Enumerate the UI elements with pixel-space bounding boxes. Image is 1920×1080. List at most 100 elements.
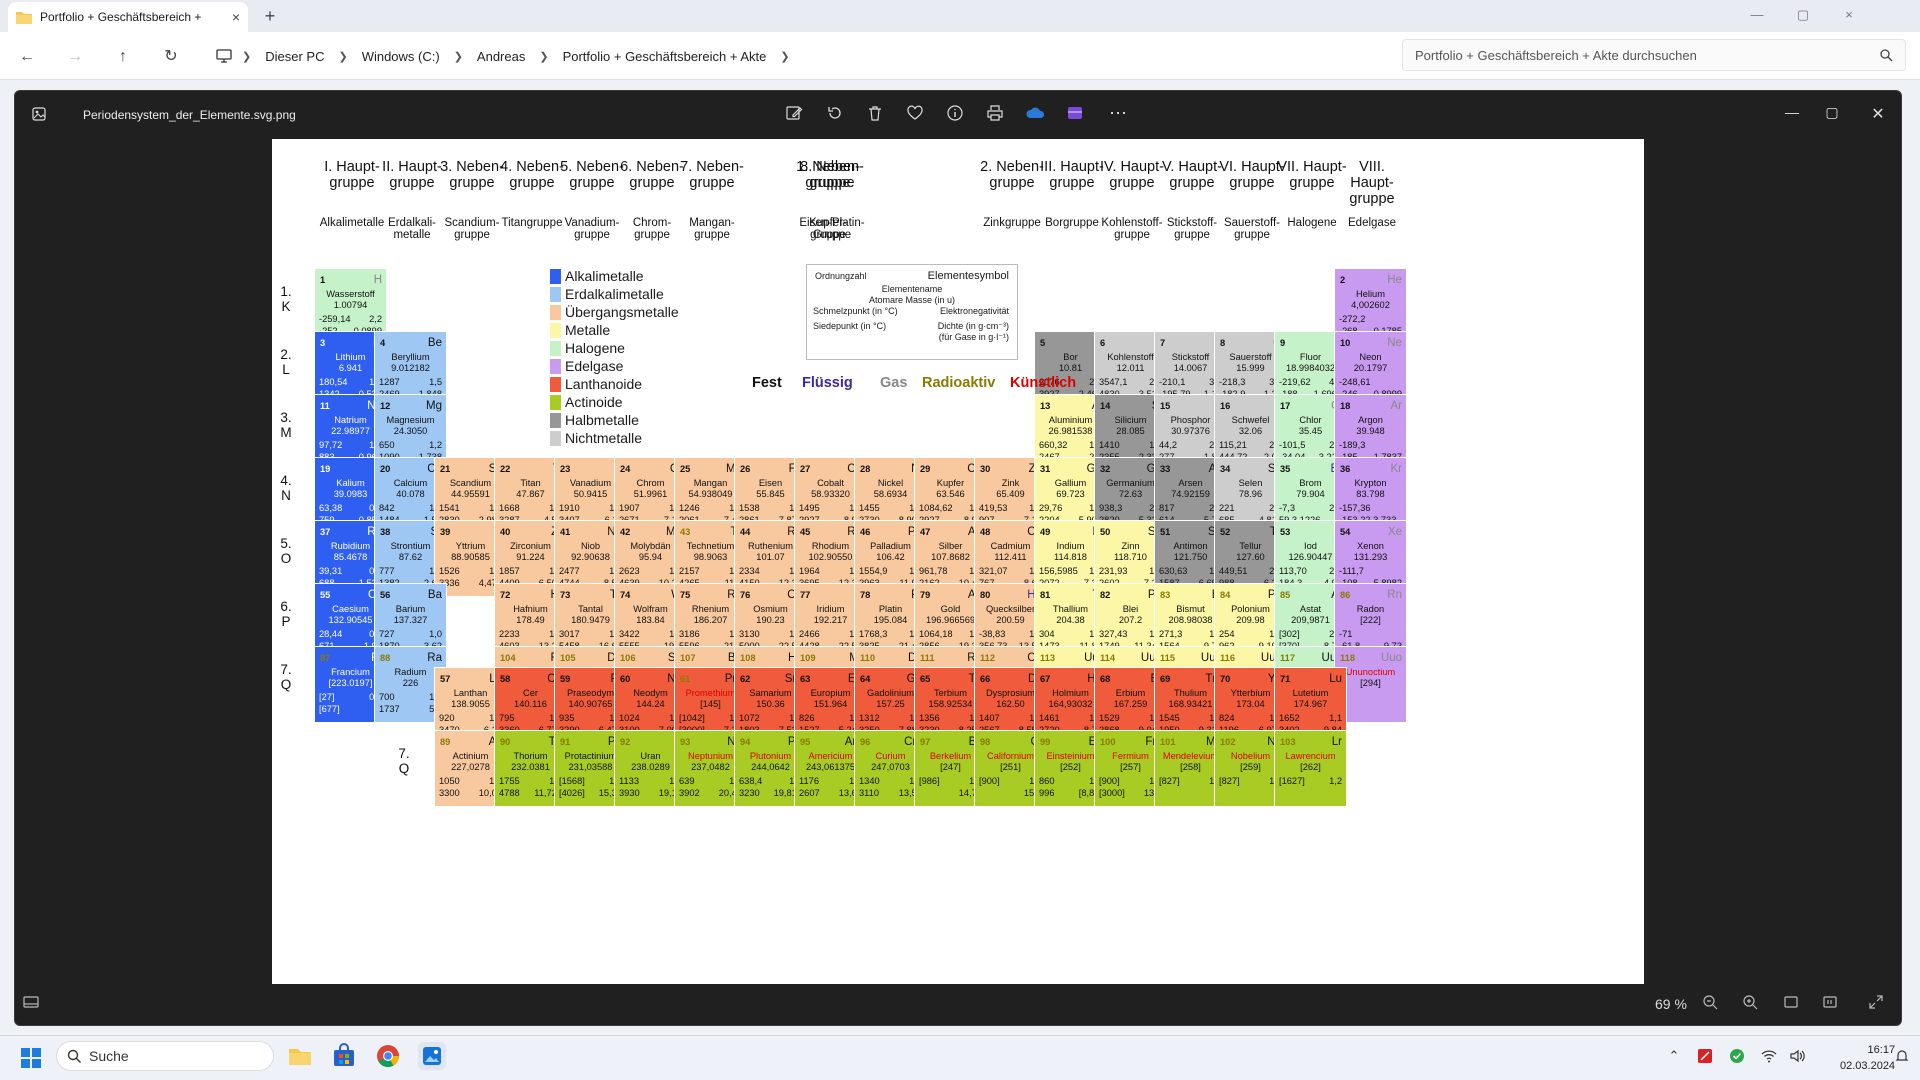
element-top-row: 112Cn xyxy=(980,652,1042,664)
fit-to-window-button[interactable] xyxy=(1783,994,1809,1016)
atomic-number: 78 xyxy=(860,590,871,600)
crumb-this-pc[interactable]: Dieser PC xyxy=(265,48,325,64)
element-name: Curium xyxy=(875,751,906,761)
viewer-maximize-button[interactable]: ▢ xyxy=(1820,104,1844,126)
atomic-number: 29 xyxy=(920,464,931,474)
up-button[interactable]: ↑ xyxy=(110,44,136,70)
melting-point: [827] xyxy=(1159,776,1180,786)
element-name: Blei xyxy=(1122,604,1139,614)
fullscreen-button[interactable] xyxy=(1868,994,1894,1016)
crumb-portfolio[interactable]: Portfolio + Geschäftsbereich + Akte xyxy=(562,48,767,64)
melt-row: 23341,4 xyxy=(739,566,802,577)
atomic-number: 43 xyxy=(680,527,691,537)
taskbar-search[interactable]: Suche xyxy=(56,1041,274,1071)
zoom-in-button[interactable] xyxy=(1742,994,1768,1016)
element-cell-lr[interactable]: 103 Lr Lawrencium [262] [1627] 1,2 xyxy=(1274,730,1347,807)
atomic-mass: 131.293 xyxy=(1353,552,1388,562)
refresh-button[interactable]: ↻ xyxy=(158,44,184,70)
element-symbol: Ba xyxy=(427,589,442,601)
volume-button[interactable] xyxy=(1789,1048,1807,1066)
tray-overflow-button[interactable]: ⌃ xyxy=(1665,1048,1683,1066)
notification-button[interactable] xyxy=(1894,1048,1912,1066)
info-button[interactable] xyxy=(946,104,970,126)
melting-point: [1042] xyxy=(679,713,705,723)
new-tab-button[interactable]: + xyxy=(264,6,276,26)
element-top-row: 15P xyxy=(1160,400,1222,412)
element-top-row: 29Cu xyxy=(920,463,982,475)
melt-row: [900]1,2 xyxy=(1099,776,1162,787)
search-box[interactable]: Portfolio + Geschäftsbereich + Akte durc… xyxy=(1402,39,1906,71)
tray-app-red[interactable] xyxy=(1697,1048,1715,1066)
melting-point: [900] xyxy=(979,776,1000,786)
element-top-row: 117 Uus xyxy=(1280,652,1342,664)
element-name: Molybdän xyxy=(630,541,671,551)
trash-icon xyxy=(866,104,890,122)
element-top-row: 12 Mg xyxy=(380,400,442,412)
tray-app-green[interactable] xyxy=(1729,1048,1747,1066)
melt-row: 1768,31,4 xyxy=(859,629,922,640)
melting-point: 419,53 xyxy=(979,503,1008,513)
edit-image-button[interactable] xyxy=(785,104,809,126)
atomic-number: 32 xyxy=(1100,464,1111,474)
melting-point: 3422 xyxy=(619,629,640,639)
atomic-number: 19 xyxy=(320,464,331,474)
melt-row: 327,431,6 xyxy=(1099,629,1162,640)
favorite-button[interactable] xyxy=(906,104,930,126)
taskbar-explorer[interactable] xyxy=(286,1042,314,1070)
taskbar-store[interactable] xyxy=(330,1042,358,1070)
taskbar-chrome[interactable] xyxy=(374,1042,402,1070)
taskbar-clock[interactable]: 16:17 02.03.2024 xyxy=(1840,1042,1895,1074)
atomic-number: 112 xyxy=(980,653,995,663)
more-options-button[interactable]: ⋯ xyxy=(1106,104,1130,126)
window-close-button[interactable]: × xyxy=(1845,7,1853,22)
delete-button[interactable] xyxy=(866,104,890,126)
viewer-minimize-button[interactable]: — xyxy=(1780,104,1804,126)
designer-button[interactable] xyxy=(1066,104,1090,126)
melting-point: -218,3 xyxy=(1219,377,1246,387)
atomic-number: 23 xyxy=(560,464,571,474)
element-top-row: 95 Am xyxy=(800,736,862,748)
taskbar-photos[interactable] xyxy=(418,1042,446,1070)
crumb-andreas[interactable]: Andreas xyxy=(476,48,526,64)
atomic-mass: 150.36 xyxy=(756,699,785,709)
melting-point: 2233 xyxy=(499,629,520,639)
back-button[interactable]: ← xyxy=(14,44,40,70)
atomic-number: 96 xyxy=(860,737,871,747)
element-top-row: 26Fe xyxy=(740,463,802,475)
wifi-button[interactable] xyxy=(1761,1048,1779,1066)
element-name: Zirconium xyxy=(510,541,551,551)
element-top-row: 106Sg xyxy=(620,652,682,664)
element-top-row: 110Ds xyxy=(860,652,922,664)
onedrive-button[interactable] xyxy=(1026,104,1050,126)
designer-icon xyxy=(1066,104,1090,122)
atomic-mass: 168.93421 xyxy=(1168,699,1213,709)
search-input[interactable]: Portfolio + Geschäftsbereich + Akte durc… xyxy=(1415,47,1697,63)
crumb-drive-c[interactable]: Windows (C:) xyxy=(361,48,440,64)
electronegativity xyxy=(1352,629,1402,640)
atomic-mass: 127.60 xyxy=(1236,552,1265,562)
element-symbol: Ra xyxy=(427,652,442,664)
viewer-close-button[interactable]: ✕ xyxy=(1866,104,1890,126)
group-subtitle: Mangan- gruppe xyxy=(689,217,735,241)
explorer-tab[interactable]: Portfolio + Geschäftsbereich + × xyxy=(8,2,248,32)
clock-time: 16:17 xyxy=(1867,1044,1896,1056)
element-name: Radon xyxy=(1356,604,1385,614)
rotate-button[interactable] xyxy=(826,104,850,126)
melting-point: 920 xyxy=(439,713,455,723)
element-name: Lawrencium xyxy=(1285,751,1336,761)
window-minimize-button[interactable]: — xyxy=(1750,7,1764,22)
element-name: Strontium xyxy=(390,541,431,551)
print-button[interactable] xyxy=(986,104,1010,126)
element-top-row: 115 Uup xyxy=(1160,652,1222,664)
boil-row: 15,1 xyxy=(979,788,1042,799)
window-maximize-button[interactable]: ▢ xyxy=(1796,7,1810,22)
zoom-out-button[interactable] xyxy=(1702,994,1728,1016)
melting-point: 1768,3 xyxy=(859,629,888,639)
start-button[interactable] xyxy=(20,1047,42,1069)
actual-size-button[interactable] xyxy=(1822,994,1848,1016)
forward-button[interactable]: → xyxy=(62,44,88,70)
filmstrip-button[interactable] xyxy=(22,994,48,1016)
tab-close-button[interactable]: × xyxy=(231,9,240,25)
